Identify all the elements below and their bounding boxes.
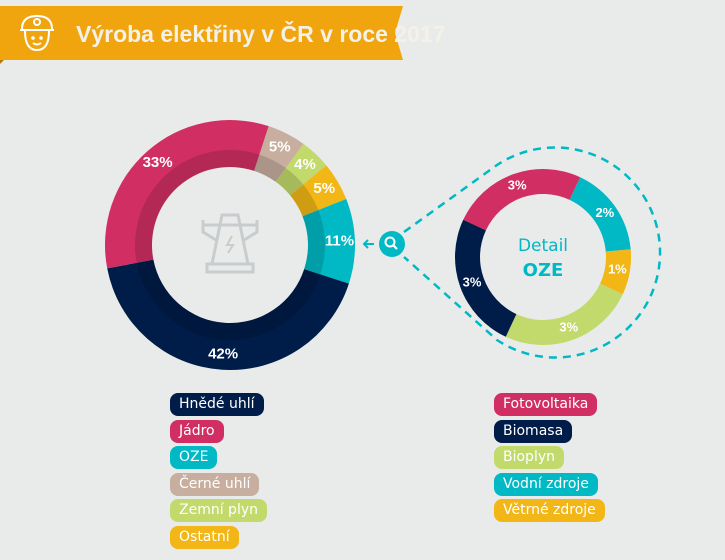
legend-item: Větrné zdroje: [494, 499, 605, 522]
data-label: 11%: [325, 233, 354, 250]
legend-item: OZE: [170, 446, 218, 469]
slice-hnědé-uhlí: [107, 259, 349, 371]
data-label: 4%: [294, 156, 316, 173]
slice-shadow: [254, 154, 286, 182]
data-label: 3%: [508, 177, 527, 192]
magnifier-icon[interactable]: [379, 231, 405, 257]
legend-item: Ostatní: [170, 525, 239, 549]
slice-shadow: [135, 149, 260, 263]
slice-shadow: [136, 259, 321, 341]
page-title: Výroba elektřiny v ČR v roce 2017: [76, 20, 445, 47]
arrow-left-icon: [362, 239, 374, 249]
detail-donut-chart: 3% 2% 1% 3% 3%: [455, 168, 631, 345]
legend-item: Vodní zdroje: [494, 472, 598, 496]
data-label: 3%: [463, 274, 482, 289]
legend-main: Hnědé uhlí Jádro OZE Černé uhlí Zemní plyn Os…: [170, 393, 267, 549]
legend-item: Černé uhlí: [170, 472, 260, 496]
slice-shadow: [302, 210, 326, 275]
legend-item: Biomasa: [494, 419, 573, 443]
legend-item: Fotovoltaika: [494, 393, 598, 416]
power-pylon-icon: [201, 213, 259, 274]
slice-černé-uhlí: [254, 126, 304, 182]
slice-zemní-plyn: [275, 143, 327, 196]
detail-subtitle: OZE: [523, 260, 564, 281]
data-label: 5%: [269, 138, 291, 155]
slice-vodní-zdroje: [569, 177, 631, 252]
slice-biomasa: [455, 219, 517, 337]
legend-detail: Fotovoltaika Biomasa Bioplyn Vodní zdroje Vě…: [494, 393, 605, 522]
header-banner: Výroba elektřiny v ČR v roce 2017: [0, 6, 445, 64]
slice-fotovoltaika: [463, 168, 581, 231]
detail-connector: [362, 146, 662, 359]
slice-shadow: [275, 168, 304, 196]
slice-oze: [302, 198, 355, 284]
detail-title: Detail: [518, 236, 568, 256]
data-label: 5%: [313, 180, 335, 197]
slice-ostatní: [290, 165, 347, 217]
data-label: 1%: [608, 262, 627, 277]
legend-item: Bioplyn: [494, 446, 564, 469]
data-label: 42%: [208, 345, 238, 362]
data-label: 33%: [143, 154, 173, 171]
legend-item: Jádro: [170, 419, 224, 443]
slice-shadow: [290, 184, 319, 217]
slice-větrné-zdroje: [600, 249, 631, 295]
legend-item: Zemní plyn: [170, 499, 267, 522]
legend-item: Hnědé uhlí: [170, 393, 264, 416]
miner-helmet-icon: [20, 14, 54, 52]
data-label: 2%: [595, 205, 614, 220]
data-label: 3%: [559, 319, 578, 334]
slice-bioplyn: [505, 283, 623, 345]
main-donut-chart: 5%4%5%11%42%33%: [105, 120, 355, 371]
slice-jádro: [105, 120, 269, 269]
